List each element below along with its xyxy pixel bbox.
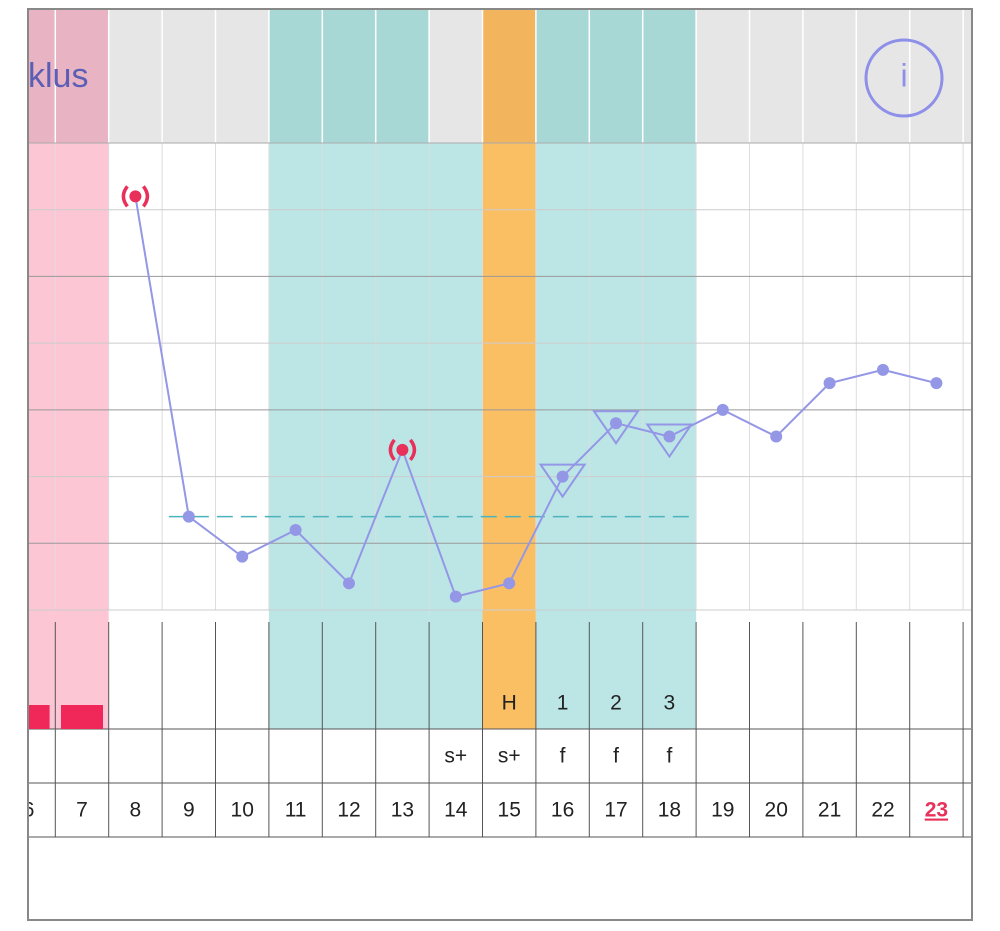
temperature-point (930, 377, 943, 390)
temperature-point (663, 430, 676, 443)
temperature-point (396, 443, 409, 456)
high-marker (592, 410, 640, 445)
day-label: 14 (444, 799, 468, 822)
peak-label: 2 (610, 692, 622, 715)
day-label: 8 (130, 799, 142, 822)
mucus-label: s+ (498, 745, 521, 768)
day-highlight (429, 143, 483, 729)
bleeding-mark (28, 705, 50, 729)
day-highlight (28, 143, 109, 729)
peak-label: H (502, 692, 517, 715)
temperature-point (289, 523, 302, 536)
day-label: 12 (337, 799, 360, 822)
mucus-label: s+ (444, 745, 467, 768)
temperature-point (503, 577, 516, 590)
bleeding-mark (61, 705, 103, 729)
temperature-point (182, 510, 195, 523)
temperature-point (716, 403, 729, 416)
header-highlight (429, 9, 483, 143)
temperature-point (343, 577, 355, 590)
header-highlight (482, 9, 536, 143)
temperature-point (449, 590, 462, 603)
cycle-chart: 6 7 8 9 10 11 12 13 s+ 14 Hs+ 15 1 f 16 2 f 17 3 f 18 19 20 21 2… (23, 9, 972, 838)
peak-label: 1 (557, 692, 569, 715)
disturbed-bracket (388, 438, 417, 461)
day-label: 22 (871, 799, 894, 822)
day-highlight (482, 143, 536, 729)
day-label: 13 (391, 799, 414, 822)
mucus-label: f (613, 745, 619, 768)
mucus-label: f (666, 745, 672, 768)
day-label: 11 (285, 799, 307, 822)
day-label: 21 (818, 799, 841, 822)
header-title: klus (28, 57, 88, 95)
high-marker (538, 463, 587, 499)
day-highlight (268, 143, 430, 729)
day-label: 18 (658, 799, 681, 822)
day-label: 23 (925, 799, 948, 822)
day-label: 20 (765, 799, 788, 822)
header-highlight (28, 9, 109, 143)
temperature-point (877, 363, 889, 376)
temperature-point (236, 550, 249, 563)
peak-label: 3 (664, 692, 676, 715)
day-label: 7 (76, 799, 88, 822)
day-label: 16 (551, 799, 574, 822)
disturbed-bracket (121, 185, 150, 208)
temperature-point (556, 470, 569, 483)
temperature-line (134, 196, 937, 598)
temperature-point (823, 377, 836, 390)
temperature-point (129, 190, 142, 203)
day-label: 6 (23, 799, 35, 822)
info-icon[interactable]: i (900, 57, 907, 93)
temperature-point (770, 430, 783, 443)
day-label: 9 (183, 799, 195, 822)
day-label: 17 (604, 799, 627, 822)
header-highlight (535, 9, 697, 143)
info-button[interactable] (864, 38, 944, 118)
frame (27, 8, 973, 921)
day-label: 19 (711, 799, 734, 822)
temperature-point (610, 417, 622, 430)
day-label: 10 (231, 799, 254, 822)
mucus-label: f (560, 745, 566, 768)
high-marker (645, 423, 694, 459)
day-label: 15 (498, 799, 521, 822)
header-highlight (268, 9, 430, 143)
